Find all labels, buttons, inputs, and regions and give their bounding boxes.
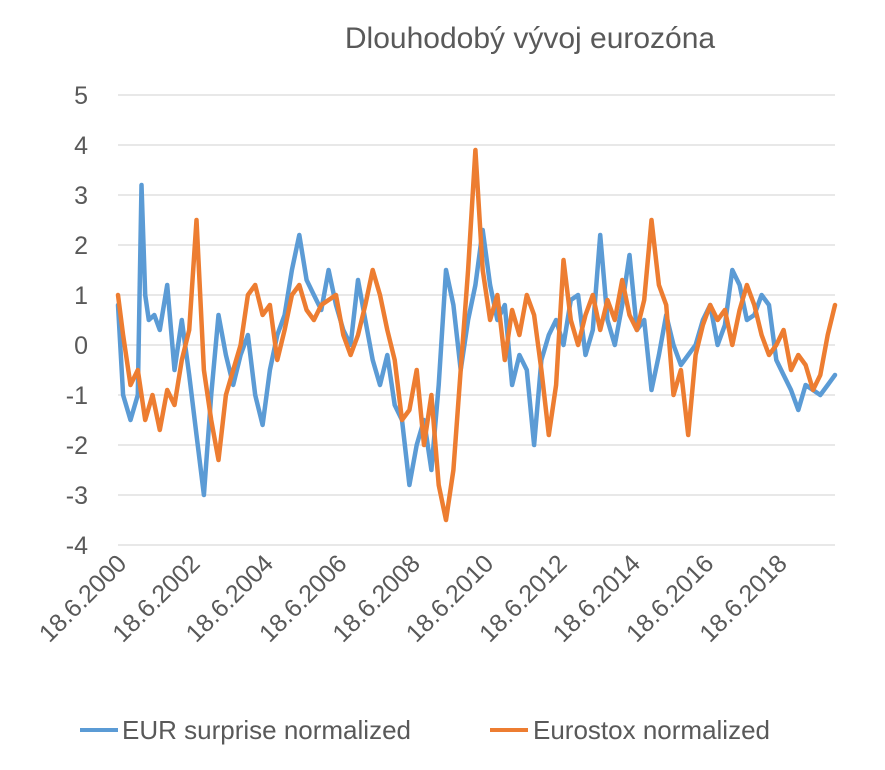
y-tick-label: 2: [74, 232, 88, 260]
series-line-eurostox: [115, 147, 838, 523]
y-tick-label: -1: [66, 382, 88, 410]
y-tick-label: 0: [74, 332, 88, 360]
y-tick-label: -4: [66, 532, 88, 560]
legend-item-eur-surprise[interactable]: EUR surprise normalized: [80, 715, 411, 745]
y-tick-label: -2: [66, 432, 88, 460]
gridlines: [118, 94, 835, 546]
x-axis-ticks: 18.6.200018.6.200218.6.200418.6.200618.6…: [34, 549, 793, 648]
chart-title: Dlouhodobý vývoj eurozóna: [345, 22, 716, 55]
series-lines: [115, 147, 838, 523]
legend-item-eurostox[interactable]: Eurostox normalized: [490, 715, 770, 745]
series-line-eur-surprise: [115, 182, 838, 498]
y-tick-label: 4: [74, 132, 88, 160]
y-axis-ticks: 5 4 3 2 1 0 -1 -2 -3 -4: [66, 82, 88, 560]
legend: EUR surprise normalized Eurostox normali…: [80, 715, 770, 745]
y-tick-label: 5: [74, 82, 88, 110]
y-tick-label: 3: [74, 182, 88, 210]
y-tick-label: -3: [66, 482, 88, 510]
legend-label-eur-surprise: EUR surprise normalized: [122, 715, 411, 745]
legend-label-eurostox: Eurostox normalized: [533, 715, 770, 745]
y-tick-label: 1: [74, 282, 88, 310]
